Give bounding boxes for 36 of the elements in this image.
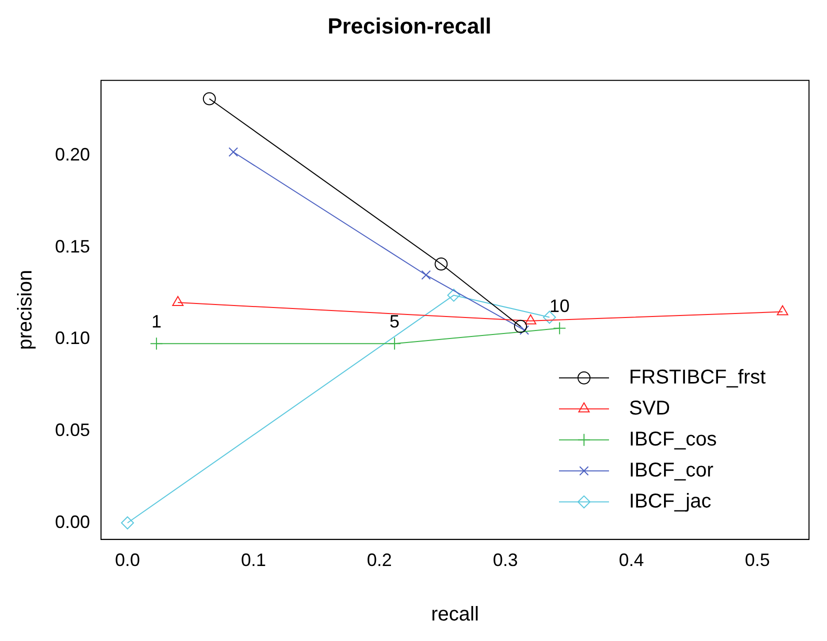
point bbox=[228, 147, 238, 157]
point bbox=[388, 337, 402, 350]
legend-label: IBCF_jac bbox=[629, 490, 712, 512]
point bbox=[447, 288, 460, 302]
x-tick-label: 0.0 bbox=[114, 550, 140, 570]
x-tick-label: 0.4 bbox=[618, 550, 644, 570]
point bbox=[202, 92, 216, 106]
point bbox=[120, 516, 134, 530]
y-tick-label: 0.05 bbox=[54, 420, 90, 440]
y-tick-label: 0.10 bbox=[54, 328, 90, 348]
point bbox=[434, 258, 448, 270]
x-tick-label: 0.1 bbox=[240, 550, 266, 570]
y-tick-label: 0.15 bbox=[54, 236, 90, 256]
point bbox=[150, 337, 163, 350]
annotation: 5 bbox=[390, 312, 400, 332]
annotation: 10 bbox=[550, 296, 570, 316]
legend-label: SVD bbox=[629, 397, 670, 420]
annotation: 1 bbox=[151, 312, 162, 332]
y-axis-title: precision bbox=[14, 270, 37, 350]
chart-title: Precision-recall bbox=[328, 13, 492, 38]
y-tick-label: 0.20 bbox=[54, 144, 90, 165]
point bbox=[172, 296, 184, 306]
x-axis-title: recall bbox=[431, 604, 479, 626]
x-tick-label: 0.5 bbox=[744, 550, 770, 570]
x-tick-label: 0.2 bbox=[366, 550, 392, 570]
point bbox=[542, 310, 556, 324]
point bbox=[421, 270, 431, 280]
point bbox=[524, 314, 536, 324]
y-tick-label: 0.00 bbox=[54, 512, 90, 532]
legend-label: FRSTIBCF_frst bbox=[629, 366, 766, 388]
point bbox=[553, 322, 566, 335]
x-tick-label: 0.3 bbox=[492, 550, 518, 570]
point bbox=[776, 305, 788, 316]
legend-label: IBCF_cor bbox=[629, 459, 714, 482]
point bbox=[514, 320, 528, 333]
legend-label: IBCF_cos bbox=[629, 428, 717, 450]
